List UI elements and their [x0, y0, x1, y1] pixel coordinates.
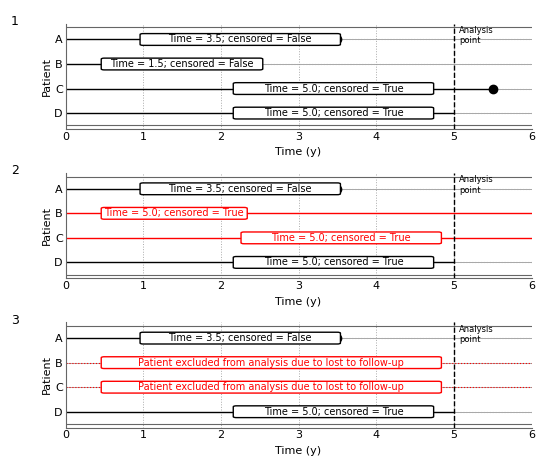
Text: Time = 5.0; censored = True: Time = 5.0; censored = True — [263, 108, 403, 118]
FancyBboxPatch shape — [233, 406, 433, 418]
Text: Time = 5.0; censored = True: Time = 5.0; censored = True — [271, 233, 411, 243]
FancyBboxPatch shape — [241, 232, 442, 244]
Text: 2: 2 — [11, 164, 19, 178]
Y-axis label: Patient: Patient — [41, 206, 52, 245]
FancyBboxPatch shape — [233, 257, 433, 268]
FancyBboxPatch shape — [101, 207, 248, 219]
FancyBboxPatch shape — [101, 357, 442, 368]
Text: Analysis
point: Analysis point — [459, 325, 494, 344]
X-axis label: Time (y): Time (y) — [276, 297, 322, 307]
Text: Analysis
point: Analysis point — [459, 26, 494, 45]
Y-axis label: Patient: Patient — [41, 57, 52, 96]
FancyBboxPatch shape — [101, 382, 442, 393]
Text: Time = 5.0; censored = True: Time = 5.0; censored = True — [263, 258, 403, 268]
FancyBboxPatch shape — [140, 332, 340, 344]
Text: Time = 5.0; censored = True: Time = 5.0; censored = True — [104, 208, 244, 219]
FancyBboxPatch shape — [233, 107, 433, 119]
FancyBboxPatch shape — [140, 183, 340, 195]
Text: Time = 3.5; censored = False: Time = 3.5; censored = False — [168, 34, 312, 44]
X-axis label: Time (y): Time (y) — [276, 446, 322, 456]
Text: Time = 3.5; censored = False: Time = 3.5; censored = False — [168, 333, 312, 343]
Text: Time = 3.5; censored = False: Time = 3.5; censored = False — [168, 184, 312, 194]
FancyBboxPatch shape — [140, 33, 340, 45]
Text: Time = 1.5; censored = False: Time = 1.5; censored = False — [110, 59, 254, 69]
FancyBboxPatch shape — [233, 83, 433, 95]
Y-axis label: Patient: Patient — [41, 356, 52, 394]
Text: 3: 3 — [11, 314, 19, 327]
Text: Time = 5.0; censored = True: Time = 5.0; censored = True — [263, 407, 403, 417]
Text: Time = 5.0; censored = True: Time = 5.0; censored = True — [263, 83, 403, 94]
Text: Patient excluded from analysis due to lost to follow-up: Patient excluded from analysis due to lo… — [139, 382, 404, 392]
FancyBboxPatch shape — [101, 58, 263, 70]
Text: 1: 1 — [11, 15, 19, 28]
Text: Patient excluded from analysis due to lost to follow-up: Patient excluded from analysis due to lo… — [139, 357, 404, 368]
X-axis label: Time (y): Time (y) — [276, 147, 322, 157]
Text: Analysis
point: Analysis point — [459, 175, 494, 195]
